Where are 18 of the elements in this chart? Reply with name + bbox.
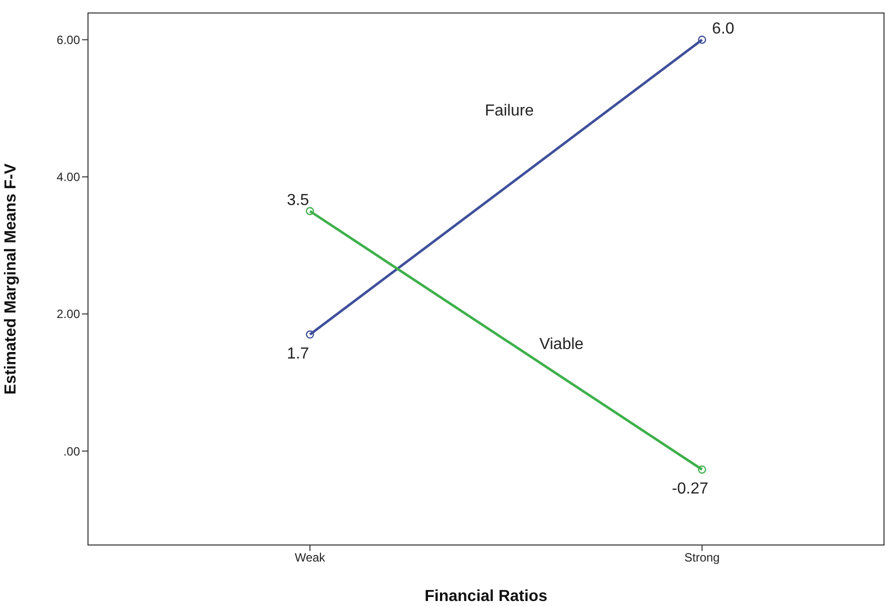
data-label: 3.5	[286, 192, 310, 210]
y-tick-label: .00	[63, 444, 80, 458]
point	[698, 36, 706, 44]
x-tick-label: Strong	[684, 550, 720, 565]
x-axis-title: Financial Ratios	[424, 588, 548, 605]
y-tick-label: 4.00	[56, 170, 80, 184]
point	[306, 330, 314, 339]
point	[698, 465, 706, 474]
y-tick-label: 6.00	[56, 32, 80, 47]
y-axis-title: Estimated Marginal Means F-V	[2, 163, 20, 395]
y-tick-label: 2.00	[56, 307, 80, 322]
data-label: 6.0	[712, 20, 734, 38]
point	[306, 207, 314, 216]
x-tick-label: Weak	[294, 550, 326, 565]
data-label: 1.7	[286, 346, 310, 363]
text: Failure	[484, 102, 534, 120]
series-label: Viable	[539, 336, 584, 354]
data-label: -0.27	[672, 480, 708, 498]
